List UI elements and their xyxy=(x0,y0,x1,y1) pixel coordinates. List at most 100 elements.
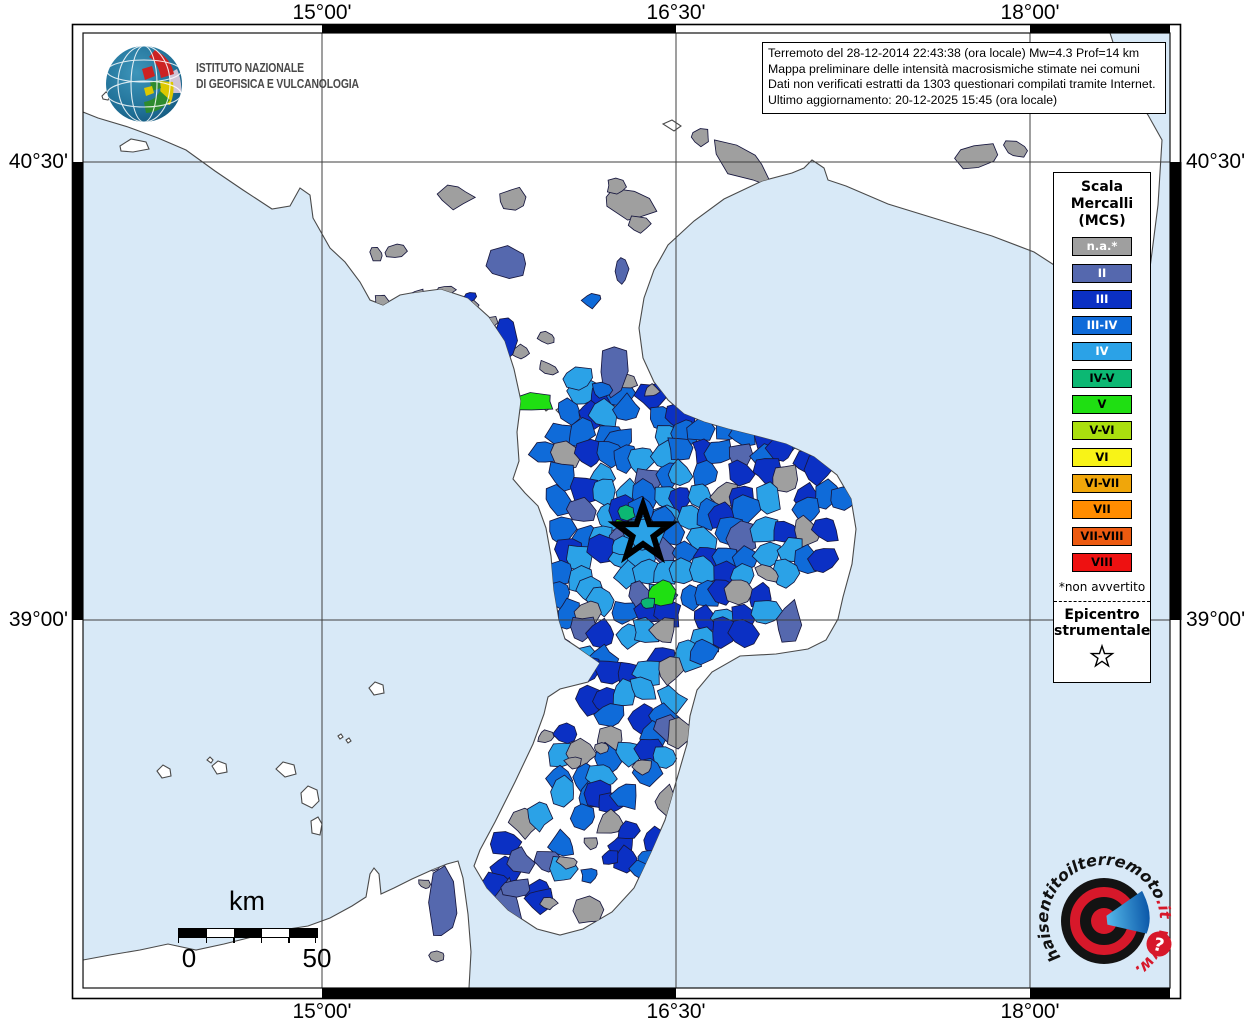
municipality-cell xyxy=(570,616,597,643)
ingv-globe-icon xyxy=(106,46,182,122)
municipality-cell xyxy=(667,437,694,461)
legend-item-V-VI: V-VI xyxy=(1072,421,1132,441)
municipality-cell xyxy=(527,801,554,833)
municipality-cell xyxy=(667,458,694,486)
island-2 xyxy=(156,764,172,779)
axis-left-2: 39°00' xyxy=(8,608,68,631)
question-badge-icon: ? xyxy=(1146,931,1172,957)
island-9 xyxy=(345,737,352,744)
municipality-cell xyxy=(750,600,785,625)
municipality-cell xyxy=(617,820,641,840)
municipality-cell xyxy=(692,459,718,486)
municipality-cell xyxy=(813,478,844,510)
municipality-cell xyxy=(580,293,602,310)
municipality-cell xyxy=(614,257,630,285)
municipality-cell xyxy=(436,184,477,211)
municipality-cell xyxy=(640,597,656,609)
municipality-cell xyxy=(631,759,652,776)
legend-divider xyxy=(1054,600,1150,602)
ingv-logo: ISTITUTO NAZIONALE DI GEOFISICA E VULCAN… xyxy=(98,44,418,124)
municipality-cell xyxy=(536,330,555,345)
legend-title-line1: Scala xyxy=(1080,179,1124,195)
legend-item-VI-VII: VI-VII xyxy=(1072,473,1132,493)
municipality-cell xyxy=(810,517,839,543)
municipality-cell xyxy=(585,586,615,618)
axis-top-2: 16°30' xyxy=(646,1,706,24)
island-8 xyxy=(337,733,344,740)
island-3 xyxy=(206,756,214,764)
municipality-cell xyxy=(547,828,575,857)
municipality-cell xyxy=(428,950,445,963)
legend-title-line2: Mercalli xyxy=(1070,196,1134,212)
scale-bar-segments xyxy=(178,928,318,938)
municipality-cell xyxy=(606,177,628,195)
municipality-cell xyxy=(772,464,799,493)
municipality-cell xyxy=(586,533,617,564)
municipality-cell xyxy=(751,541,781,570)
axis-bottom-3: 18°00' xyxy=(1000,1000,1060,1023)
legend-epicenter-line2: strumentale xyxy=(1054,622,1151,639)
municipality-cell xyxy=(954,143,999,170)
municipality-cell xyxy=(369,246,383,262)
municipality-cell xyxy=(611,601,641,625)
municipality-cell xyxy=(527,441,559,463)
municipality-cell xyxy=(573,438,603,468)
municipality-cell xyxy=(749,516,779,543)
municipality-cell xyxy=(591,381,614,399)
legend-epicenter-star-icon xyxy=(1054,642,1150,674)
axis-bottom-1: 15°00' xyxy=(292,1000,352,1023)
municipality-cell xyxy=(596,808,625,834)
axis-top-1: 15°00' xyxy=(292,1,352,24)
event-info-box: Terremoto del 28-12-2014 22:43:38 (ora l… xyxy=(762,42,1166,114)
municipality-cell xyxy=(629,676,657,700)
legend-item-V: V xyxy=(1072,395,1132,415)
legend-item-VII: VII xyxy=(1072,500,1132,520)
municipality-cell xyxy=(585,617,615,649)
municipality-cell xyxy=(572,895,605,924)
legend: Scala Mercalli (MCS) n.a.* II III III-IV IV I… xyxy=(1053,172,1151,683)
municipality-cell xyxy=(601,850,619,865)
municipality-cell xyxy=(647,579,677,607)
municipality-cell xyxy=(723,579,755,606)
municipality-cell xyxy=(428,865,458,937)
municipality-cell xyxy=(644,383,661,397)
axis-right-2: 39°00' xyxy=(1186,608,1246,631)
municipality-cell xyxy=(545,484,572,517)
municipality-cell xyxy=(569,476,600,504)
legend-item-VII-VIII: VII-VIII xyxy=(1072,526,1132,546)
municipality-cell xyxy=(539,896,559,911)
legend-epicenter-line1: Epicentro xyxy=(1064,606,1140,623)
municipality-cell xyxy=(594,742,610,755)
legend-item-III-IV: III-IV xyxy=(1072,316,1132,336)
municipality-cell xyxy=(689,638,720,666)
municipality-cell xyxy=(537,729,555,744)
municipality-cell xyxy=(506,846,536,874)
municipality-cell xyxy=(617,504,636,522)
municipality-cell xyxy=(555,856,578,870)
municipality-cell xyxy=(499,186,527,211)
municipality-cell xyxy=(791,496,820,525)
event-title: Terremoto del 28-12-2014 22:43:38 (ora l… xyxy=(768,46,1140,60)
municipality-cell xyxy=(485,245,527,279)
ingv-name-line1: ISTITUTO NAZIONALE xyxy=(196,60,304,75)
map-frame xyxy=(71,23,1182,1000)
legend-item-na: n.a.* xyxy=(1072,237,1132,257)
municipality-cell xyxy=(580,868,598,884)
axis-bottom-2: 16°30' xyxy=(646,1000,706,1023)
municipality-cell xyxy=(631,660,661,687)
island-0 xyxy=(119,138,150,153)
legend-item-IV-V: IV-V xyxy=(1072,368,1132,388)
municipality-cell xyxy=(667,717,692,750)
event-data-note: Dati non verificati estratti da 1303 que… xyxy=(768,77,1156,92)
municipality-cell xyxy=(627,215,652,234)
island-5 xyxy=(275,761,297,778)
scale-end-label: 50 xyxy=(302,943,332,973)
municipality-cell xyxy=(728,459,756,487)
municipality-cell xyxy=(776,598,803,643)
municipality-cell xyxy=(727,619,761,649)
legend-item-II: II xyxy=(1072,263,1132,283)
island-4 xyxy=(211,760,228,775)
municipality-cell xyxy=(563,756,582,770)
